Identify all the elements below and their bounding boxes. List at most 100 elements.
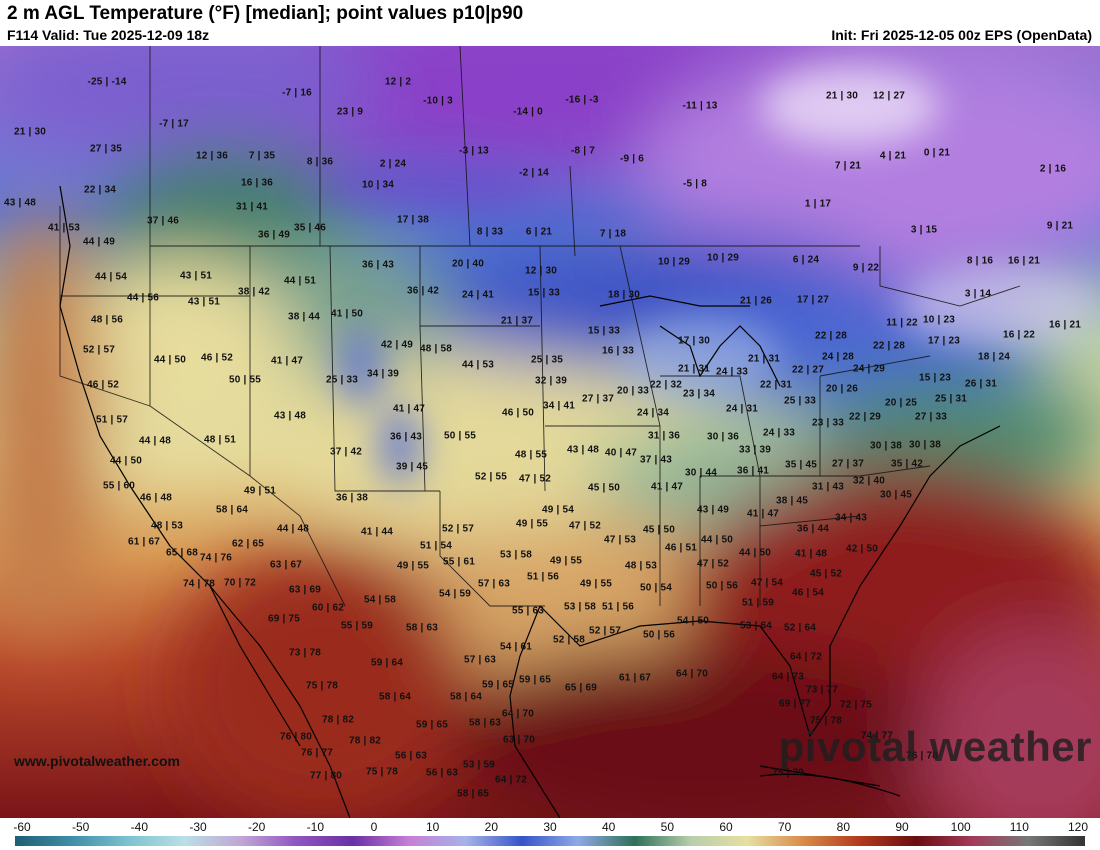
point-value-label: 22 | 27: [791, 364, 825, 376]
point-value-label: 51 | 56: [526, 571, 560, 583]
point-value-label: 30 | 38: [869, 440, 903, 452]
point-value-label: 61 | 67: [618, 672, 652, 684]
point-value-label: 32 | 40: [852, 475, 886, 487]
point-value-label: 51 | 59: [741, 597, 775, 609]
point-value-label: 4 | 21: [879, 150, 907, 162]
point-value-label: 42 | 49: [380, 339, 414, 351]
point-value-label: 74 | 78: [182, 578, 216, 590]
point-value-label: 41 | 47: [392, 403, 426, 415]
point-value-label: 37 | 46: [146, 215, 180, 227]
point-value-label: 24 | 33: [715, 366, 749, 378]
point-value-label: 51 | 57: [95, 414, 129, 426]
point-value-label: -10 | 3: [423, 95, 453, 107]
point-value-label: 8 | 33: [476, 226, 504, 238]
point-value-label: 47 | 54: [750, 577, 784, 589]
point-value-label: 70 | 72: [223, 577, 257, 589]
point-value-label: 34 | 41: [542, 400, 576, 412]
point-value-label: 37 | 42: [329, 446, 363, 458]
point-value-label: 50 | 54: [639, 582, 673, 594]
point-value-label: 49 | 55: [515, 518, 549, 530]
legend-tick-label: 10: [425, 820, 440, 834]
point-value-label: 45 | 50: [587, 482, 621, 494]
point-value-label: 58 | 65: [456, 788, 490, 800]
point-value-label: 48 | 53: [150, 520, 184, 532]
point-value-label: 57 | 63: [477, 578, 511, 590]
site-url[interactable]: www.pivotalweather.com: [14, 753, 180, 769]
pivotal-weather-watermark: pivotal weather: [778, 723, 1092, 770]
point-value-label: 58 | 63: [468, 717, 502, 729]
point-value-label: 59 | 64: [370, 657, 404, 669]
temperature-legend: -60 -50 -40 -30 -20 -10 0 10 20 30 40 50 60 70 80 90 100…: [0, 818, 1100, 850]
point-value-label: 41 | 47: [746, 508, 780, 520]
point-value-label: 47 | 52: [696, 558, 730, 570]
point-value-label: 76 | 77: [300, 747, 334, 759]
point-value-label: 58 | 64: [215, 504, 249, 516]
point-value-label: 1 | 17: [804, 198, 832, 210]
point-value-label: 56 | 63: [394, 750, 428, 762]
point-value-label: 22 | 32: [649, 379, 683, 391]
legend-tick-label: -30: [189, 820, 207, 834]
point-value-label: 41 | 44: [360, 526, 394, 538]
point-value-label: 41 | 53: [47, 222, 81, 234]
point-value-label: 76 | 80: [279, 731, 313, 743]
legend-tick-label: 20: [484, 820, 499, 834]
point-value-label: 22 | 31: [759, 379, 793, 391]
point-value-label: 38 | 42: [237, 286, 271, 298]
point-value-label: 51 | 54: [419, 540, 453, 552]
point-value-label: 41 | 47: [650, 481, 684, 493]
point-value-label: 75 | 78: [365, 766, 399, 778]
point-value-label: 36 | 43: [361, 259, 395, 271]
point-value-label: 31 | 36: [647, 430, 681, 442]
point-value-label: 49 | 51: [243, 485, 277, 497]
point-value-label: 31 | 43: [811, 481, 845, 493]
point-value-label: 52 | 57: [82, 344, 116, 356]
point-value-label: 16 | 36: [240, 177, 274, 189]
point-value-label: 24 | 34: [636, 407, 670, 419]
temperature-map[interactable]: -25 | -14 -7 | 16 12 | 2 -10 | 3 -16 | -3 -11…: [0, 46, 1100, 818]
legend-tick-label: 80: [836, 820, 851, 834]
point-value-label: 64 | 70: [675, 668, 709, 680]
point-value-label: 33 | 39: [738, 444, 772, 456]
point-value-label: 20 | 26: [825, 383, 859, 395]
point-value-label: 44 | 50: [109, 455, 143, 467]
point-value-label: 43 | 48: [566, 444, 600, 456]
point-value-label: 17 | 38: [396, 214, 430, 226]
point-value-label: 44 | 56: [126, 292, 160, 304]
point-value-label: 53 | 64: [739, 620, 773, 632]
point-value-label: 0 | 21: [923, 147, 951, 159]
point-value-label: 32 | 39: [534, 375, 568, 387]
point-value-label: 50 | 55: [443, 430, 477, 442]
point-value-label: 56 | 63: [425, 767, 459, 779]
point-value-label: 16 | 21: [1007, 255, 1041, 267]
point-value-label: 58 | 64: [378, 691, 412, 703]
point-value-label: 31 | 41: [235, 201, 269, 213]
point-value-label: 41 | 48: [794, 548, 828, 560]
point-value-label: 43 | 51: [179, 270, 213, 282]
valid-time: F114 Valid: Tue 2025-12-09 18z: [7, 27, 210, 43]
point-value-label: 44 | 54: [94, 271, 128, 283]
point-value-label: 43 | 49: [696, 504, 730, 516]
point-value-label: 47 | 52: [568, 520, 602, 532]
point-value-label: 8 | 36: [306, 156, 334, 168]
legend-tick-label: -40: [130, 820, 148, 834]
point-value-label: 2 | 16: [1039, 163, 1067, 175]
point-value-label: 15 | 23: [918, 372, 952, 384]
legend-tick-label: 40: [601, 820, 616, 834]
point-value-label: 49 | 55: [396, 560, 430, 572]
point-value-label: 23 | 33: [811, 417, 845, 429]
point-value-label: 35 | 45: [784, 459, 818, 471]
point-value-label: 15 | 33: [527, 287, 561, 299]
point-value-label: 44 | 48: [276, 523, 310, 535]
point-value-label: 7 | 35: [248, 150, 276, 162]
point-value-label: 55 | 59: [340, 620, 374, 632]
point-value-label: 35 | 42: [890, 458, 924, 470]
point-value-label: 52 | 57: [441, 523, 475, 535]
point-value-label: 24 | 41: [461, 289, 495, 301]
point-value-label: 58 | 64: [449, 691, 483, 703]
point-value-label: 48 | 51: [203, 434, 237, 446]
point-value-label: 17 | 30: [677, 335, 711, 347]
point-value-label: 10 | 23: [922, 314, 956, 326]
point-value-label: 22 | 29: [848, 411, 882, 423]
point-value-label: 59 | 65: [481, 679, 515, 691]
point-value-label: 40 | 47: [604, 447, 638, 459]
